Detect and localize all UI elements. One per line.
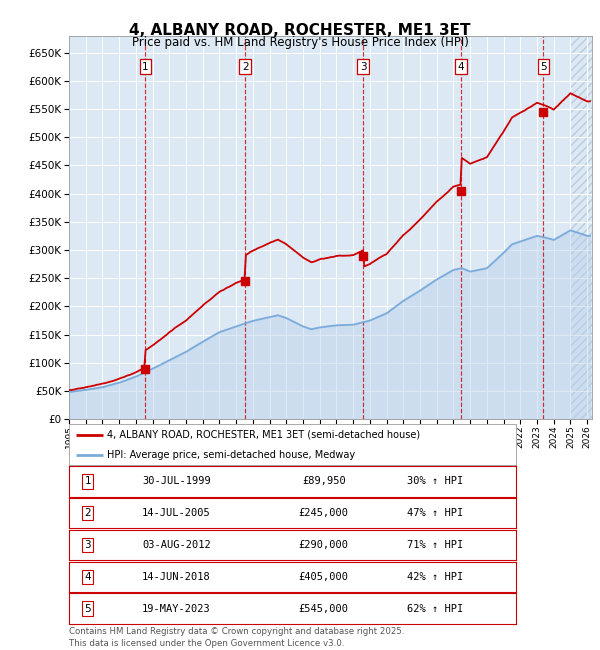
Text: £545,000: £545,000 [299, 604, 349, 614]
Text: 30% ↑ HPI: 30% ↑ HPI [407, 476, 464, 486]
Text: 42% ↑ HPI: 42% ↑ HPI [407, 572, 464, 582]
Text: Price paid vs. HM Land Registry's House Price Index (HPI): Price paid vs. HM Land Registry's House … [131, 36, 469, 49]
Text: Contains HM Land Registry data © Crown copyright and database right 2025.
This d: Contains HM Land Registry data © Crown c… [69, 627, 404, 648]
Text: 2: 2 [85, 508, 91, 518]
Text: 14-JUL-2005: 14-JUL-2005 [142, 508, 211, 518]
Text: 1: 1 [142, 62, 149, 72]
Text: £290,000: £290,000 [299, 540, 349, 550]
Text: 5: 5 [540, 62, 547, 72]
Text: £405,000: £405,000 [299, 572, 349, 582]
Text: 4, ALBANY ROAD, ROCHESTER, ME1 3ET: 4, ALBANY ROAD, ROCHESTER, ME1 3ET [129, 23, 471, 38]
Text: 30-JUL-1999: 30-JUL-1999 [142, 476, 211, 486]
Text: 3: 3 [360, 62, 367, 72]
Text: 5: 5 [85, 604, 91, 614]
Text: 47% ↑ HPI: 47% ↑ HPI [407, 508, 464, 518]
Text: 4: 4 [85, 572, 91, 582]
Text: 19-MAY-2023: 19-MAY-2023 [142, 604, 211, 614]
Text: 2: 2 [242, 62, 248, 72]
Text: 71% ↑ HPI: 71% ↑ HPI [407, 540, 464, 550]
Text: 4: 4 [458, 62, 464, 72]
Text: 14-JUN-2018: 14-JUN-2018 [142, 572, 211, 582]
Text: 03-AUG-2012: 03-AUG-2012 [142, 540, 211, 550]
Text: 1: 1 [85, 476, 91, 486]
Text: 4, ALBANY ROAD, ROCHESTER, ME1 3ET (semi-detached house): 4, ALBANY ROAD, ROCHESTER, ME1 3ET (semi… [107, 430, 420, 439]
Text: HPI: Average price, semi-detached house, Medway: HPI: Average price, semi-detached house,… [107, 450, 355, 460]
Text: £245,000: £245,000 [299, 508, 349, 518]
Text: £89,950: £89,950 [302, 476, 346, 486]
Text: 62% ↑ HPI: 62% ↑ HPI [407, 604, 464, 614]
Text: 3: 3 [85, 540, 91, 550]
